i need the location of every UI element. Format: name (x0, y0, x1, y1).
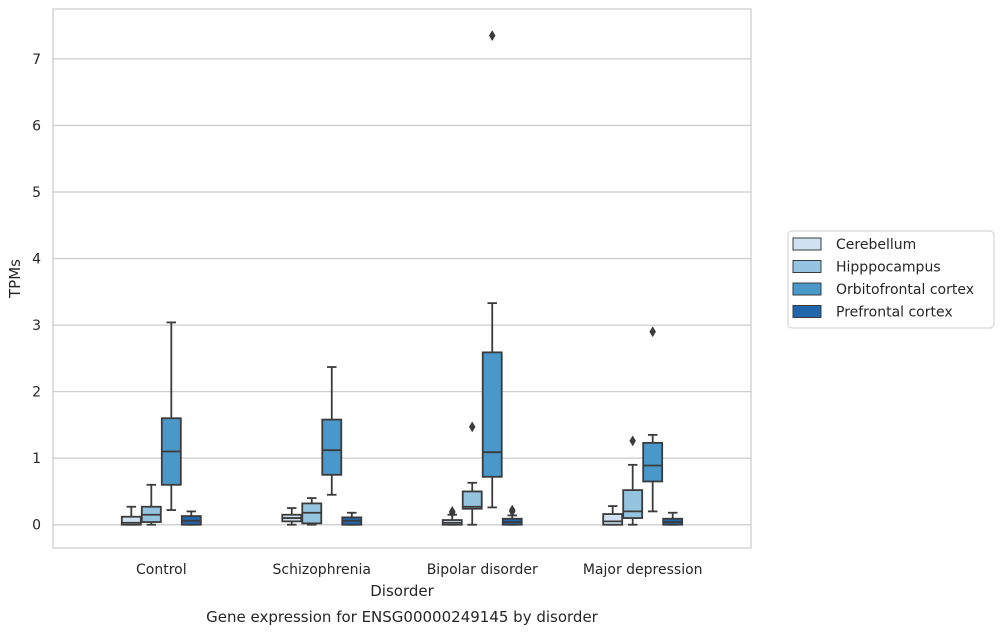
y-axis-label: TPMs (6, 259, 24, 299)
boxes-layer (120, 30, 684, 526)
x-tick-label: Control (136, 562, 187, 578)
box-2-2 (481, 30, 503, 509)
legend-swatch (792, 237, 822, 251)
box-body (642, 441, 664, 483)
y-tick-label: 1 (32, 451, 41, 467)
box-3-2 (642, 326, 664, 513)
y-tick-label: 3 (32, 318, 41, 334)
legend-label: Cerebellum (836, 237, 916, 253)
box-1-2 (321, 366, 343, 496)
box-0-1 (140, 483, 162, 526)
y-tick-label: 0 (32, 518, 41, 534)
box-3-1 (622, 435, 644, 526)
legend: Cerebellum Hipppocampus Orbitofrontal cort… (787, 230, 995, 329)
y-tick-label: 2 (32, 385, 41, 401)
legend-label: Orbitofrontal cortex (836, 282, 974, 298)
flier-point (488, 30, 496, 42)
flier-point (649, 326, 656, 338)
x-tick-label: Major depression (583, 562, 703, 578)
y-tick-label: 5 (32, 185, 41, 201)
box-body (481, 351, 503, 478)
box-body (461, 490, 483, 510)
box-1-3 (341, 511, 363, 526)
box-body (622, 489, 644, 519)
flier-point (508, 505, 516, 517)
plot-frame (52, 8, 752, 549)
chart-caption: Gene expression for ENSG00000249145 by d… (206, 608, 599, 626)
box-2-1 (461, 421, 483, 526)
legend-label: Hipppocampus (836, 260, 941, 276)
box-1-0 (281, 507, 303, 526)
x-axis-label: Disorder (370, 582, 434, 600)
box-2-3 (501, 504, 523, 526)
y-tick-label: 7 (32, 52, 41, 68)
box-2-0 (441, 505, 463, 526)
flier-point (629, 435, 636, 447)
box-body (321, 418, 343, 476)
y-tick-labels: 0 1 2 3 4 5 6 7 (32, 52, 41, 534)
box-body (602, 513, 624, 526)
legend-swatch (792, 282, 822, 296)
flier-point (468, 421, 476, 433)
box-0-3 (180, 510, 202, 526)
x-tick-label: Schizophrenia (273, 562, 371, 578)
legend-swatch (792, 305, 822, 318)
box-3-3 (662, 511, 684, 526)
y-tick-label: 4 (32, 252, 41, 268)
legend-label: Prefrontal cortex (836, 305, 953, 321)
legend-swatch (792, 260, 822, 273)
box-0-2 (160, 321, 182, 511)
flier-point (448, 507, 456, 519)
legend-frame (787, 230, 995, 329)
box-3-0 (602, 505, 624, 526)
box-body (120, 515, 142, 526)
box-1-1 (301, 497, 323, 526)
box-0-0 (120, 505, 142, 526)
y-tick-label: 6 (32, 118, 41, 134)
x-tick-label: Bipolar disorder (427, 562, 538, 578)
x-tick-labels: Control Schizophrenia Bipolar disorder Majo… (136, 562, 703, 578)
